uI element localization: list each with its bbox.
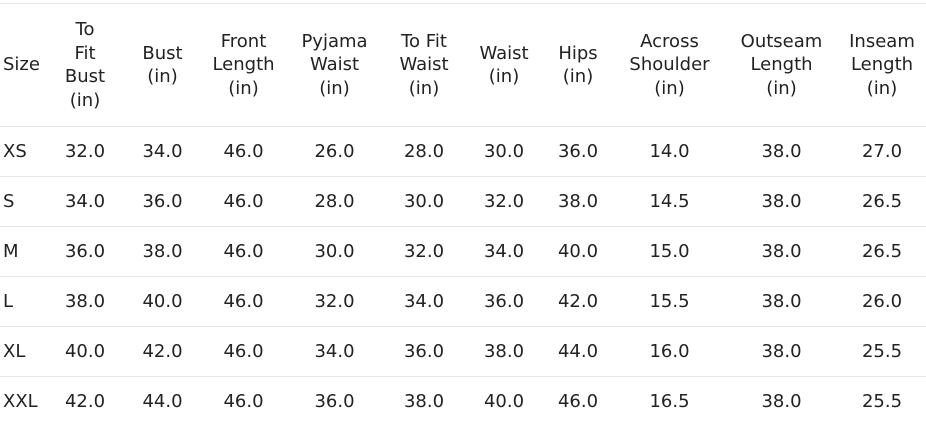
column-header: Front Length (in) [200, 3, 287, 127]
measure-cell: 36.0 [542, 126, 614, 177]
measure-cell: 26.0 [838, 276, 926, 327]
measure-cell: 26.5 [838, 176, 926, 227]
column-header: Size [0, 3, 45, 127]
table-row: L 38.0 40.0 46.0 32.0 34.0 36.0 42.0 15.5 38.0 26.… [0, 276, 926, 327]
measure-cell: 46.0 [200, 276, 287, 327]
measure-cell: 46.0 [200, 176, 287, 227]
measure-cell: 15.0 [614, 226, 725, 277]
measure-cell: 40.0 [466, 376, 542, 426]
measure-cell: 28.0 [382, 126, 466, 177]
column-header: Bust (in) [125, 3, 200, 127]
measure-cell: 38.0 [45, 276, 125, 327]
measure-cell: 34.0 [466, 226, 542, 277]
measure-cell: 16.0 [614, 326, 725, 377]
page: Size To Fit Bust (in) Bust (in) Front Lengt… [0, 3, 926, 428]
measure-cell: 38.0 [125, 226, 200, 277]
measure-cell: 34.0 [45, 176, 125, 227]
column-header: Pyjama Waist (in) [287, 3, 382, 127]
measure-cell: 36.0 [382, 326, 466, 377]
measure-cell: 25.5 [838, 326, 926, 377]
measure-cell: 42.0 [45, 376, 125, 426]
measure-cell: 42.0 [542, 276, 614, 327]
measure-cell: 36.0 [45, 226, 125, 277]
measure-cell: 38.0 [466, 326, 542, 377]
table-body: XS 32.0 34.0 46.0 26.0 28.0 30.0 36.0 14.0 38.0 27… [0, 126, 926, 426]
size-cell: L [0, 276, 45, 327]
measure-cell: 38.0 [725, 126, 838, 177]
table-row: XL 40.0 42.0 46.0 34.0 36.0 38.0 44.0 16.0 38.0 25… [0, 326, 926, 377]
measure-cell: 38.0 [382, 376, 466, 426]
measure-cell: 32.0 [45, 126, 125, 177]
measure-cell: 34.0 [382, 276, 466, 327]
column-header: Across Shoulder (in) [614, 3, 725, 127]
measure-cell: 30.0 [466, 126, 542, 177]
measure-cell: 32.0 [287, 276, 382, 327]
measure-cell: 27.0 [838, 126, 926, 177]
header-row: Size To Fit Bust (in) Bust (in) Front Lengt… [0, 3, 926, 127]
measure-cell: 34.0 [287, 326, 382, 377]
measure-cell: 38.0 [542, 176, 614, 227]
measure-cell: 38.0 [725, 226, 838, 277]
measure-cell: 30.0 [287, 226, 382, 277]
measure-cell: 44.0 [542, 326, 614, 377]
size-cell: XXL [0, 376, 45, 426]
column-header: Hips (in) [542, 3, 614, 127]
measure-cell: 40.0 [45, 326, 125, 377]
measure-cell: 40.0 [125, 276, 200, 327]
measure-cell: 46.0 [542, 376, 614, 426]
measure-cell: 32.0 [382, 226, 466, 277]
measure-cell: 36.0 [287, 376, 382, 426]
measure-cell: 25.5 [838, 376, 926, 426]
measure-cell: 38.0 [725, 176, 838, 227]
measure-cell: 46.0 [200, 126, 287, 177]
measure-cell: 36.0 [125, 176, 200, 227]
measure-cell: 38.0 [725, 326, 838, 377]
measure-cell: 32.0 [466, 176, 542, 227]
measure-cell: 38.0 [725, 376, 838, 426]
column-header: Outseam Length (in) [725, 3, 838, 127]
size-cell: XS [0, 126, 45, 177]
measure-cell: 44.0 [125, 376, 200, 426]
size-table: Size To Fit Bust (in) Bust (in) Front Lengt… [0, 3, 926, 426]
measure-cell: 46.0 [200, 226, 287, 277]
table-row: M 36.0 38.0 46.0 30.0 32.0 34.0 40.0 15.0 38.0 26.… [0, 226, 926, 277]
measure-cell: 16.5 [614, 376, 725, 426]
measure-cell: 28.0 [287, 176, 382, 227]
measure-cell: 26.0 [287, 126, 382, 177]
size-cell: XL [0, 326, 45, 377]
size-cell: S [0, 176, 45, 227]
measure-cell: 14.0 [614, 126, 725, 177]
measure-cell: 30.0 [382, 176, 466, 227]
table-row: S 34.0 36.0 46.0 28.0 30.0 32.0 38.0 14.5 38.0 26.… [0, 176, 926, 227]
measure-cell: 15.5 [614, 276, 725, 327]
column-header: To Fit Bust (in) [45, 3, 125, 127]
measure-cell: 34.0 [125, 126, 200, 177]
measure-cell: 36.0 [466, 276, 542, 327]
table-header: Size To Fit Bust (in) Bust (in) Front Lengt… [0, 3, 926, 127]
column-header: To Fit Waist (in) [382, 3, 466, 127]
table-row: XXL 42.0 44.0 46.0 36.0 38.0 40.0 46.0 16.5 38.0 2… [0, 376, 926, 426]
size-cell: M [0, 226, 45, 277]
measure-cell: 38.0 [725, 276, 838, 327]
measure-cell: 46.0 [200, 376, 287, 426]
measure-cell: 46.0 [200, 326, 287, 377]
column-header: Inseam Length (in) [838, 3, 926, 127]
measure-cell: 26.5 [838, 226, 926, 277]
measure-cell: 42.0 [125, 326, 200, 377]
measure-cell: 14.5 [614, 176, 725, 227]
measure-cell: 40.0 [542, 226, 614, 277]
table-row: XS 32.0 34.0 46.0 26.0 28.0 30.0 36.0 14.0 38.0 27… [0, 126, 926, 177]
column-header: Waist (in) [466, 3, 542, 127]
